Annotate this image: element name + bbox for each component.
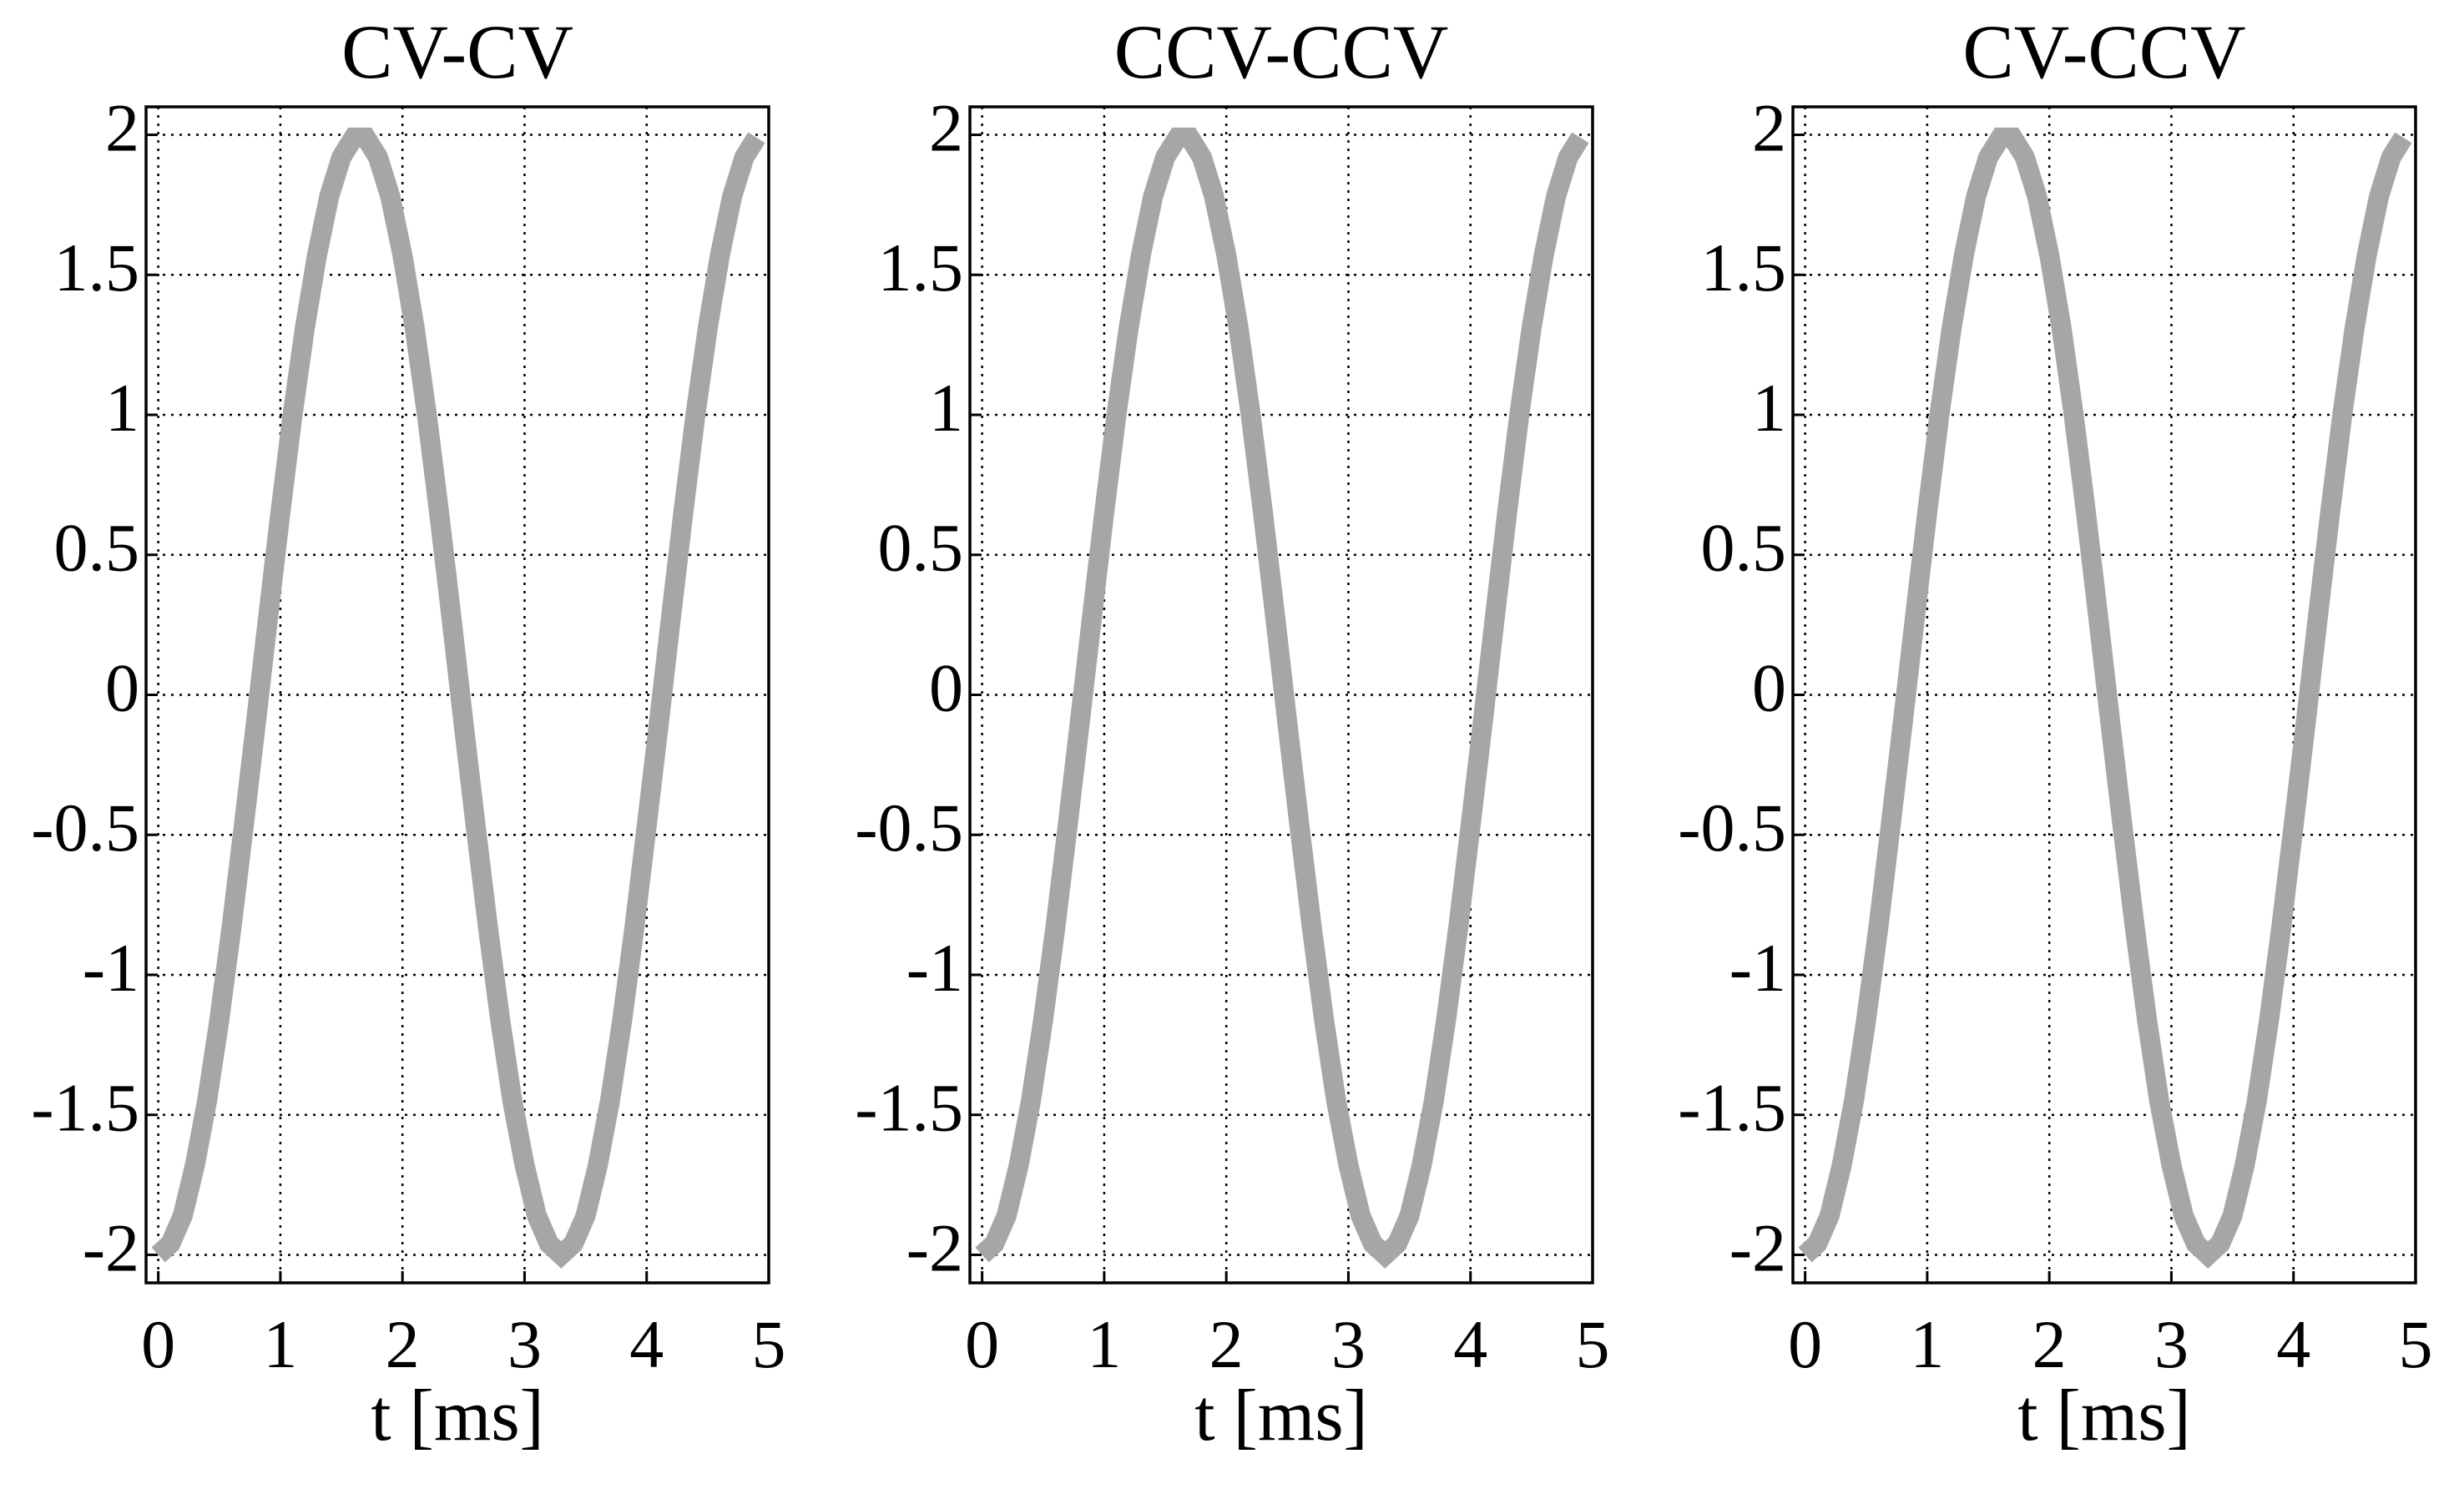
x-axis-label: t [ms] [371, 1375, 544, 1456]
y-tick-label: 1 [105, 370, 139, 446]
x-tick-label: 2 [2032, 1306, 2067, 1382]
chart-title: CV-CV [341, 9, 573, 94]
y-tick-label: 0.5 [878, 510, 964, 586]
y-tick-label: 1.5 [878, 230, 964, 305]
y-tick-label: 0.5 [54, 510, 140, 586]
x-tick-label: 5 [752, 1306, 786, 1382]
x-tick-label: 5 [2399, 1306, 2433, 1382]
y-tick-label: 1 [929, 370, 963, 446]
y-tick-label: -2 [906, 1209, 963, 1285]
y-tick-label: -1.5 [1678, 1070, 1786, 1146]
waveform [975, 127, 1589, 1269]
x-tick-label: 1 [1910, 1306, 1944, 1382]
y-tick-label: 0 [929, 649, 963, 725]
y-tick-label: 1 [1752, 370, 1786, 446]
y-tick-label: -0.5 [855, 790, 963, 866]
y-tick-label: -1 [1729, 930, 1786, 1006]
y-tick-label: 0 [1752, 649, 1786, 725]
x-tick-label: 2 [1209, 1306, 1244, 1382]
y-tick-label: 0 [105, 649, 139, 725]
y-tick-label: -1.5 [855, 1070, 963, 1146]
y-tick-label: 2 [105, 89, 139, 165]
y-tick-label: -2 [83, 1209, 139, 1285]
y-tick-label: 1.5 [54, 230, 140, 305]
x-axis-label: t [ms] [1194, 1375, 1368, 1456]
y-tick-label: 2 [1752, 89, 1786, 165]
x-tick-label: 2 [386, 1306, 420, 1382]
waveform [1798, 127, 2412, 1269]
axes-box [1791, 105, 2417, 1285]
x-tick-label: 5 [1576, 1306, 1610, 1382]
y-tick-label: -1 [83, 930, 139, 1006]
chart-title: CCV-CCV [1114, 9, 1449, 94]
y-tick-label: -2 [1729, 1209, 1786, 1285]
y-tick-label: 0.5 [1701, 510, 1787, 586]
y-tick-label: -0.5 [1678, 790, 1786, 866]
y-tick-label: -0.5 [31, 790, 139, 866]
x-tick-label: 1 [1087, 1306, 1121, 1382]
x-tick-label: 4 [629, 1306, 664, 1382]
waveform [151, 127, 765, 1269]
x-tick-label: 3 [2154, 1306, 2189, 1382]
x-tick-label: 3 [1331, 1306, 1366, 1382]
y-tick-label: -1.5 [31, 1070, 139, 1146]
x-tick-label: 1 [263, 1306, 297, 1382]
x-axis-label: t [ms] [2017, 1375, 2191, 1456]
x-tick-label: 0 [965, 1306, 999, 1382]
chart-title: CV-CCV [1962, 9, 2245, 94]
axes-box [144, 105, 770, 1285]
axes-box [968, 105, 1594, 1285]
y-tick-label: 2 [929, 89, 963, 165]
x-tick-label: 4 [1453, 1306, 1487, 1382]
y-tick-label: 1.5 [1701, 230, 1787, 305]
x-tick-label: 3 [507, 1306, 542, 1382]
y-tick-label: -1 [906, 930, 963, 1006]
x-tick-label: 4 [2276, 1306, 2310, 1382]
x-tick-label: 0 [141, 1306, 175, 1382]
x-tick-label: 0 [1788, 1306, 1822, 1382]
